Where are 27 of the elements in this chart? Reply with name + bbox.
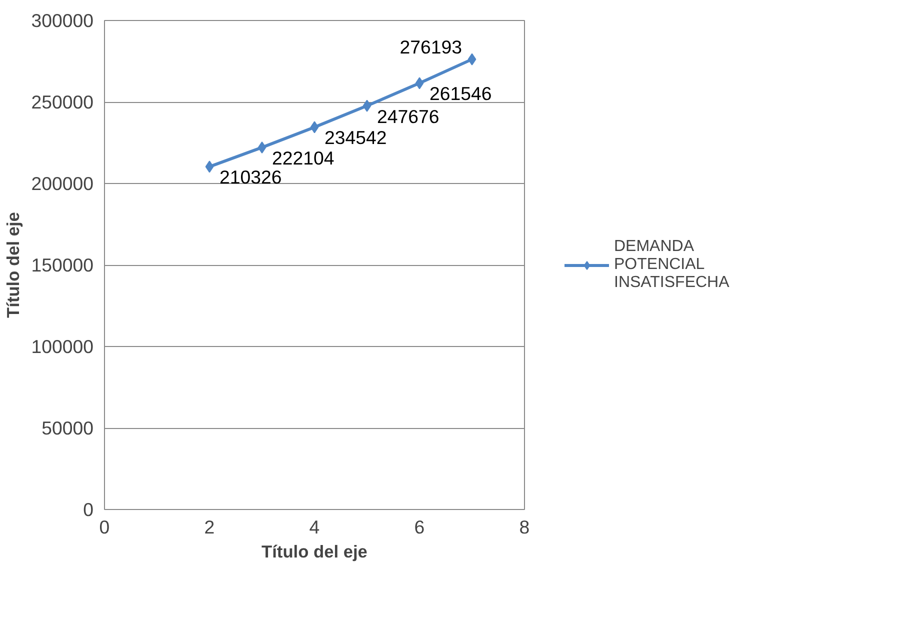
x-tick-label: 4: [309, 516, 320, 538]
point: [205, 160, 214, 173]
y-tick-label: 250000: [31, 92, 94, 112]
y-tick-label: 100000: [31, 336, 94, 357]
data-label: 210326: [220, 166, 282, 188]
x-tick-label: 0: [99, 516, 110, 538]
point: [362, 100, 372, 112]
y-tick-label: 300000: [31, 10, 94, 31]
data-label: 261546: [430, 83, 492, 104]
data-label: 247676: [377, 106, 440, 127]
y-axis-title: Título del eje: [3, 212, 24, 318]
y-tick-label: 50000: [42, 418, 94, 438]
x-tick-label: 6: [414, 516, 425, 538]
data-label: 276193: [400, 36, 462, 58]
point: [258, 141, 266, 154]
data-label: 222104: [272, 147, 334, 168]
y-tick-label: 150000: [31, 254, 94, 276]
y-tick-label: 0: [83, 499, 94, 520]
point: [415, 77, 424, 90]
x-axis-title: Título del eje: [262, 542, 368, 562]
x-tick-label: 2: [204, 516, 215, 538]
point: [310, 121, 319, 134]
y-tick-label: 200000: [31, 173, 94, 194]
legend-label: DEMANDA POTENCIAL INSATISFECHA: [614, 238, 730, 292]
x-tick-label: 8: [519, 516, 530, 538]
point: [468, 53, 476, 66]
data-label: 234542: [324, 127, 387, 148]
